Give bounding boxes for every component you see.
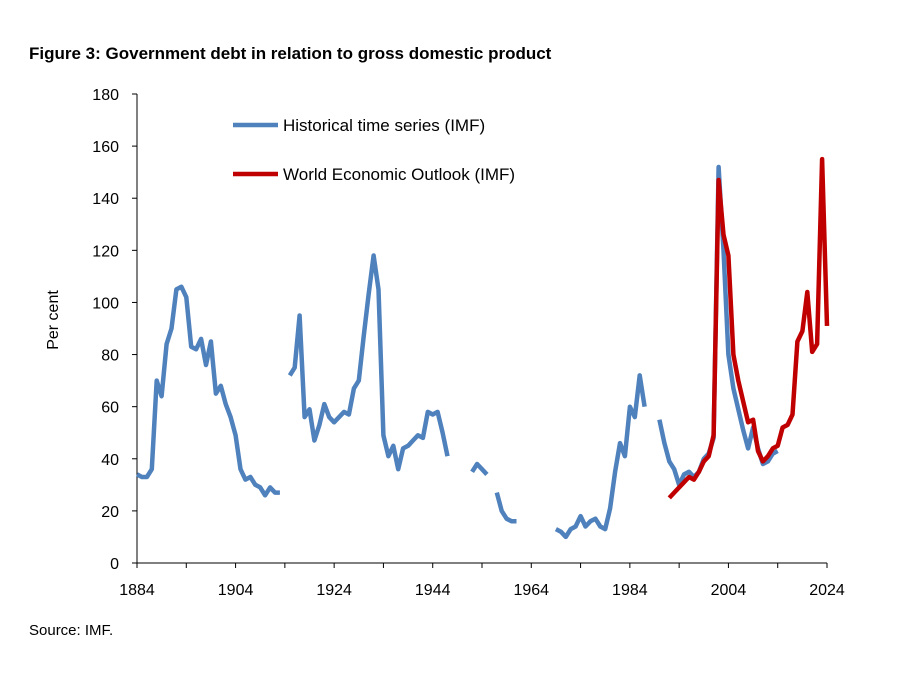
- figure-source: Source: IMF.: [29, 622, 114, 639]
- figure-title: Figure 3: Government debt in relation to…: [29, 44, 552, 63]
- y-tick-label: 100: [92, 295, 119, 312]
- chart-axes: 0 20 40 60 80 100 120 140 160 180 1884 1904 1924 1944…: [92, 87, 845, 599]
- historical-series-line-segment-3: [470, 461, 489, 476]
- x-tick-label: 1924: [316, 582, 352, 599]
- y-tick-label: 160: [92, 139, 119, 156]
- x-tick-label: 2004: [711, 582, 747, 599]
- historical-series-line-segment-2: [287, 253, 450, 472]
- x-tick-label: 1884: [119, 582, 155, 599]
- y-tick-label: 20: [101, 504, 119, 521]
- weo-series-line-segment-1: [667, 156, 830, 500]
- x-tick-label: 2024: [809, 582, 845, 599]
- chart-series-lines: [135, 156, 830, 540]
- y-tick-label: 60: [101, 400, 119, 417]
- y-tick-label: 80: [101, 348, 119, 365]
- x-tick-label: 1904: [218, 582, 254, 599]
- legend-label-2: World Economic Outlook (IMF): [283, 165, 515, 184]
- y-tick-label: 140: [92, 191, 119, 208]
- y-tick-label: 0: [110, 556, 119, 573]
- x-tick-label: 1944: [415, 582, 451, 599]
- historical-series-line-segment-5: [554, 373, 647, 540]
- legend-label-1: Historical time series (IMF): [283, 116, 485, 135]
- x-tick-label: 1964: [513, 582, 549, 599]
- y-axis-label: Per cent: [45, 290, 62, 350]
- y-tick-label: 120: [92, 243, 119, 260]
- y-tick-label: 40: [101, 452, 119, 469]
- x-tick-label: 1984: [612, 582, 648, 599]
- historical-series-line-segment-4: [494, 492, 517, 524]
- historical-series-line-segment-1: [135, 284, 280, 498]
- y-tick-label: 180: [92, 87, 119, 104]
- chart-legend: Historical time series (IMF) World Econom…: [233, 116, 515, 184]
